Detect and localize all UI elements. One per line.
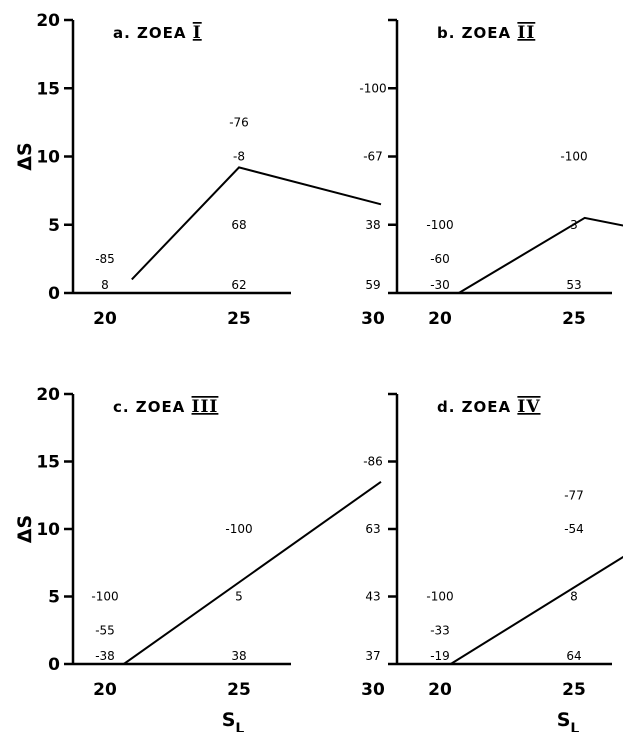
panel-c-x-tick-label: 30 — [361, 680, 385, 700]
panel-a-x-tick-label: 25 — [227, 309, 251, 329]
panel-a-point-label: 59 — [365, 278, 380, 292]
panel-a-point-label: 62 — [231, 278, 246, 292]
panel-d-title-roman: IV — [517, 397, 540, 417]
panel-a-x-tick-label: 20 — [93, 309, 117, 329]
panel-c-point-label: 37 — [365, 649, 380, 663]
panel-a-title-roman: I — [193, 23, 202, 43]
panel-a-point-label: -76 — [229, 115, 249, 129]
panel-c-title: c. ZOEA III — [113, 397, 218, 417]
panel-c-point-label: -55 — [95, 623, 115, 637]
panel-c-point-label: 63 — [365, 522, 380, 536]
panel-b-point-label: 53 — [566, 278, 581, 292]
panel-a-title: a. ZOEA I — [113, 23, 202, 43]
panel-a-y-tick-label: 5 — [48, 216, 60, 236]
panel-d-x-tick-label: 25 — [562, 680, 586, 700]
panel-d-point-label: 8 — [570, 590, 578, 604]
panel-d-point-label: -77 — [564, 488, 584, 502]
panel-c-y-tick-label: 10 — [36, 520, 60, 540]
panel-b-point-label: -30 — [430, 278, 450, 292]
panel-c-point-label: -100 — [225, 522, 252, 536]
panel-a-y-tick-label: 20 — [36, 11, 60, 31]
panel-b-line — [458, 216, 623, 294]
panel-a-point-label: -85 — [95, 252, 115, 266]
panel-c-x-tick-label: 20 — [93, 680, 117, 700]
panel-c-y-axis-label: ΔS — [14, 515, 36, 543]
panel-a-point-label: -8 — [233, 150, 245, 164]
panel-a-point-label: -67 — [363, 150, 383, 164]
panel-b-x-tick-label: 25 — [562, 309, 586, 329]
panel-c-point-label: -86 — [363, 455, 383, 469]
panel-c-y-tick-label: 5 — [48, 588, 60, 608]
panel-a-line — [131, 166, 382, 281]
panel-b-point-label: -100 — [560, 150, 587, 164]
panel-d-point-label: 64 — [566, 649, 581, 663]
panel-a-point-label: -100 — [359, 81, 386, 95]
panel-c-y-tick-label: 0 — [48, 655, 60, 675]
panel-d-point-label: -19 — [430, 649, 450, 663]
panel-a-y-tick-label: 0 — [48, 284, 60, 304]
panel-a-point-label: 68 — [231, 218, 246, 232]
panel-c-point-label: 5 — [235, 590, 243, 604]
panel-a-y-axis-label: ΔS — [14, 142, 36, 170]
panel-a-y-tick-label: 15 — [36, 79, 60, 99]
panel-c-y-tick-label: 20 — [36, 385, 60, 405]
panel-d-line — [450, 555, 623, 665]
panel-c-x-tick-label: 25 — [227, 680, 251, 700]
panel-a-y-tick-label: 10 — [36, 148, 60, 168]
panel-c-point-label: 43 — [365, 590, 380, 604]
panel-d-point-label: -33 — [430, 623, 450, 637]
panel-c-point-label: -38 — [95, 649, 115, 663]
panel-b-x-tick-label: 20 — [428, 309, 452, 329]
panel-a-point-label: 8 — [101, 278, 109, 292]
panel-d-title: d. ZOEA IV — [437, 397, 541, 417]
panel-c-title-roman: III — [192, 397, 219, 417]
panel-d-point-label: -100 — [426, 590, 453, 604]
panel-b-point-label: -60 — [430, 252, 450, 266]
panel-c-line — [123, 480, 382, 665]
panel-a-x-tick-label: 30 — [361, 309, 385, 329]
panel-a-point-label: 38 — [365, 218, 380, 232]
panel-c-x-axis-label: SL — [222, 709, 245, 732]
panel-b-point-label: 3 — [570, 218, 578, 232]
panel-c-point-label: 38 — [231, 649, 246, 663]
panel-c-point-label: -100 — [91, 590, 118, 604]
panel-b-title-roman: II — [517, 23, 535, 43]
panel-d-point-label: -54 — [564, 522, 584, 536]
panel-b-point-label: -100 — [426, 218, 453, 232]
panel-d-x-tick-label: 20 — [428, 680, 452, 700]
panel-d-x-axis-label: SL — [557, 709, 580, 732]
panel-b-title: b. ZOEA II — [437, 23, 535, 43]
panel-c-y-tick-label: 15 — [36, 453, 60, 473]
